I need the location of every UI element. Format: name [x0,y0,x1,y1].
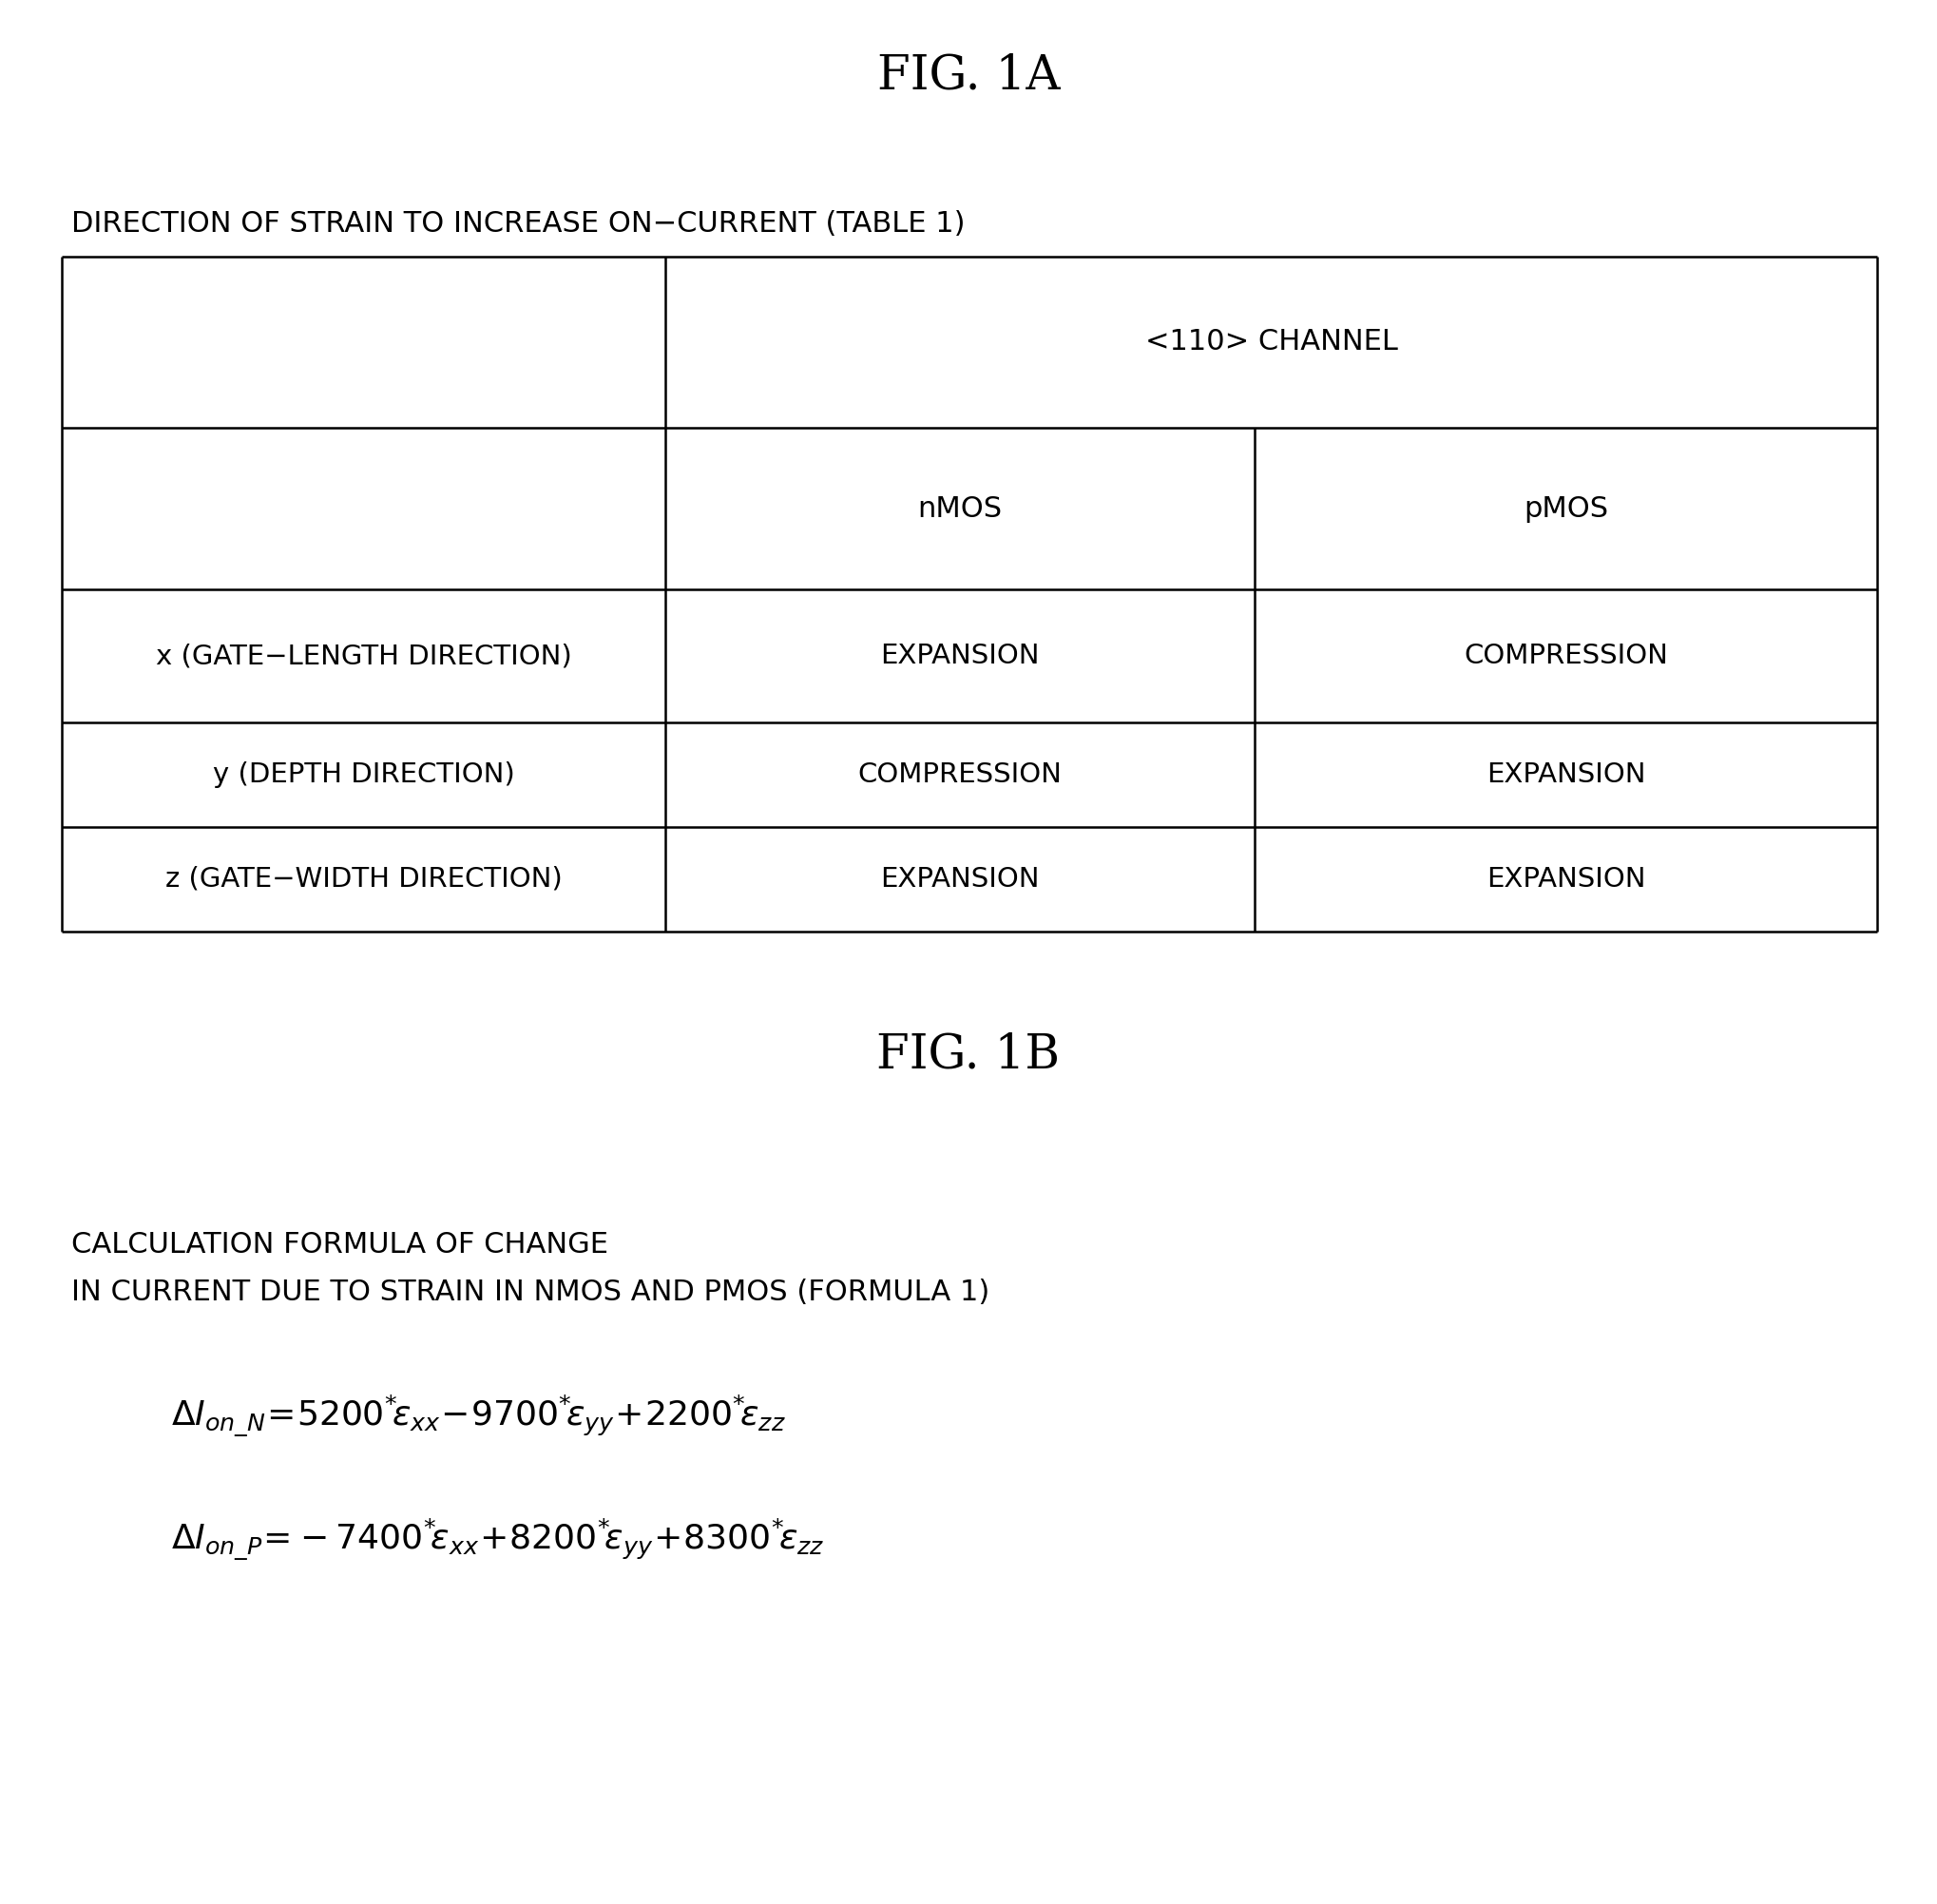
Text: nMOS: nMOS [918,495,1001,522]
Text: $\Delta I_{on\_P}\!=\!-7400^{*}\!\varepsilon_{xx}\!+\!8200^{*}\!\varepsilon_{yy}: $\Delta I_{on\_P}\!=\!-7400^{*}\!\vareps… [170,1517,825,1563]
Text: FIG. 1A: FIG. 1A [877,53,1060,99]
Text: x (GATE−LENGTH DIRECTION): x (GATE−LENGTH DIRECTION) [155,642,571,668]
Text: DIRECTION OF STRAIN TO INCREASE ON−CURRENT (TABLE 1): DIRECTION OF STRAIN TO INCREASE ON−CURRE… [72,209,965,238]
Text: COMPRESSION: COMPRESSION [1464,642,1668,668]
Text: pMOS: pMOS [1524,495,1608,522]
Text: COMPRESSION: COMPRESSION [858,762,1061,788]
Text: EXPANSION: EXPANSION [879,866,1040,893]
Text: EXPANSION: EXPANSION [879,642,1040,668]
Text: EXPANSION: EXPANSION [1486,866,1645,893]
Text: EXPANSION: EXPANSION [1486,762,1645,788]
Text: $\Delta I_{on\_N}\!=\!5200^{*}\!\varepsilon_{xx}\!-\!9700^{*}\!\varepsilon_{yy}\: $\Delta I_{on\_N}\!=\!5200^{*}\!\varepsi… [170,1394,786,1439]
Text: IN CURRENT DUE TO STRAIN IN NMOS AND PMOS (FORMULA 1): IN CURRENT DUE TO STRAIN IN NMOS AND PMO… [72,1279,990,1306]
Text: FIG. 1B: FIG. 1B [877,1032,1060,1080]
Text: <110> CHANNEL: <110> CHANNEL [1145,327,1399,356]
Text: CALCULATION FORMULA OF CHANGE: CALCULATION FORMULA OF CHANGE [72,1232,608,1259]
Text: y (DEPTH DIRECTION): y (DEPTH DIRECTION) [213,762,515,788]
Text: z (GATE−WIDTH DIRECTION): z (GATE−WIDTH DIRECTION) [165,866,562,893]
